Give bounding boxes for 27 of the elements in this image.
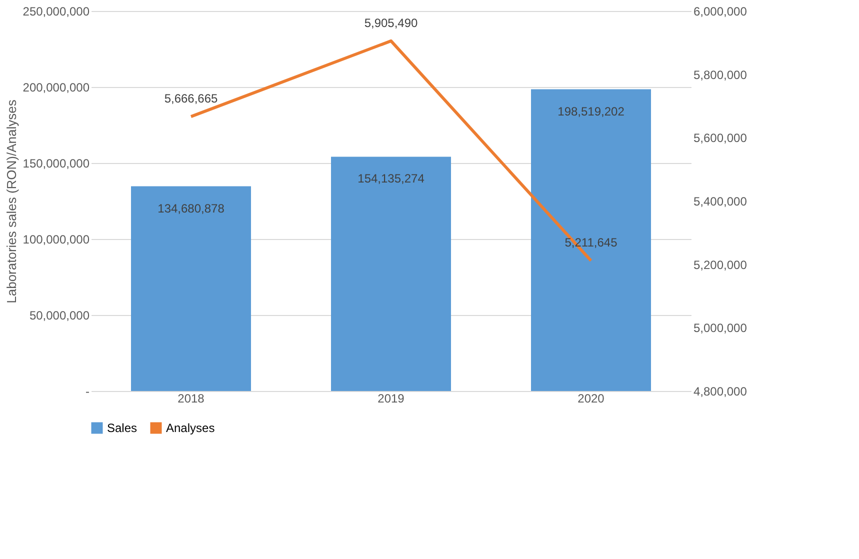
- legend-label: Analyses: [166, 421, 215, 435]
- y2-tick-label: 4,800,000: [694, 384, 748, 398]
- y2-tick-label: 5,200,000: [694, 258, 748, 272]
- y-tick-label: 250,000,000: [22, 4, 90, 18]
- data-label: 154,135,274: [358, 172, 425, 186]
- y-axis-title: Laboratories sales (RON)/Analyses: [4, 99, 19, 304]
- bar: [531, 89, 651, 391]
- y-tick-label: -: [86, 384, 90, 398]
- x-tick-label: 2018: [178, 392, 205, 406]
- y-tick-label: 200,000,000: [22, 80, 90, 94]
- y2-tick-label: 5,400,000: [694, 194, 748, 208]
- x-tick-label: 2020: [578, 392, 605, 406]
- data-label: 134,680,878: [158, 201, 225, 216]
- bar: [131, 186, 251, 391]
- x-tick-label: 2019: [378, 392, 405, 406]
- y2-tick-label: 5,600,000: [694, 131, 748, 146]
- data-label: 5,666,665: [164, 92, 218, 106]
- data-label: 198,519,202: [558, 104, 625, 118]
- y2-tick-label: 6,000,000: [694, 4, 748, 18]
- data-label: 5,905,490: [364, 16, 418, 30]
- y-tick-label: 100,000,000: [22, 232, 90, 246]
- y-tick-label: 150,000,000: [22, 156, 90, 170]
- y2-tick-label: 5,800,000: [694, 68, 748, 82]
- bar: [331, 156, 451, 391]
- y2-tick-label: 5,000,000: [694, 321, 748, 336]
- legend-label: Sales: [107, 421, 138, 435]
- y-tick-label: 50,000,000: [29, 308, 90, 322]
